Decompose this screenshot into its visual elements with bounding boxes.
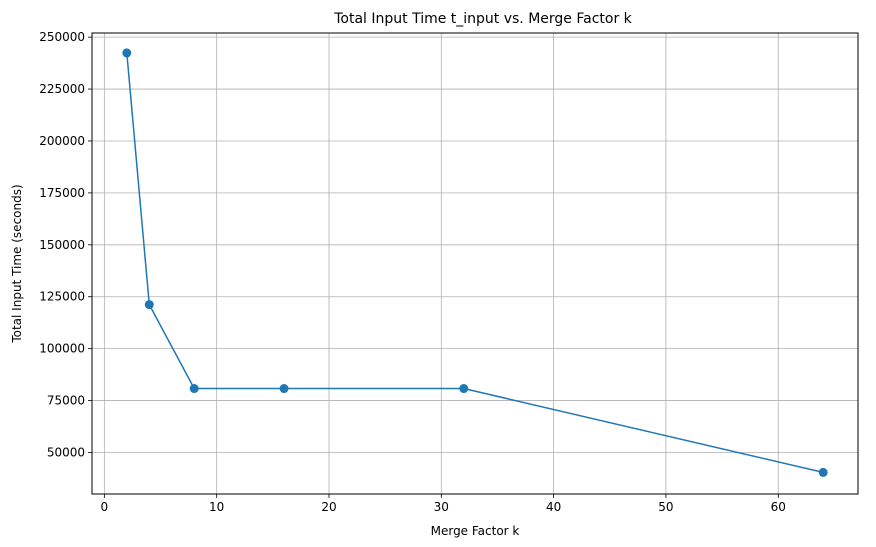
y-axis: 50000 75000 100000 125000 150000 175000 200000…	[39, 30, 92, 459]
y-tick-label: 250000	[39, 30, 85, 44]
y-tick-label: 100000	[39, 342, 85, 356]
x-axis-label: Merge Factor k	[431, 524, 520, 538]
series-line	[126, 52, 824, 474]
y-tick-label: 225000	[39, 82, 85, 96]
x-tick-label: 20	[321, 500, 336, 514]
x-axis: 0 10 20 30 40 50 60	[101, 494, 786, 514]
y-tick-label: 175000	[39, 186, 85, 200]
y-tick-label: 125000	[39, 290, 85, 304]
y-tick-label: 75000	[47, 394, 85, 408]
x-tick-label: 60	[771, 500, 786, 514]
y-axis-label: Total Input Time (seconds)	[10, 184, 24, 343]
plot-frame	[91, 32, 859, 495]
series-layer	[122, 48, 828, 477]
data-point	[189, 384, 199, 394]
y-tick-label: 50000	[47, 445, 85, 459]
chart-title: Total Input Time t_input vs. Merge Facto…	[333, 11, 632, 27]
data-point	[279, 384, 289, 394]
data-point	[144, 300, 154, 310]
x-tick-label: 0	[101, 500, 109, 514]
x-tick-label: 40	[546, 500, 561, 514]
data-point	[818, 467, 828, 477]
x-tick-label: 50	[658, 500, 673, 514]
data-point	[459, 384, 469, 394]
x-tick-label: 30	[434, 500, 449, 514]
y-tick-label: 200000	[39, 134, 85, 148]
grid	[92, 33, 858, 494]
y-tick-label: 150000	[39, 238, 85, 252]
x-tick-label: 10	[209, 500, 224, 514]
data-point	[122, 48, 132, 58]
